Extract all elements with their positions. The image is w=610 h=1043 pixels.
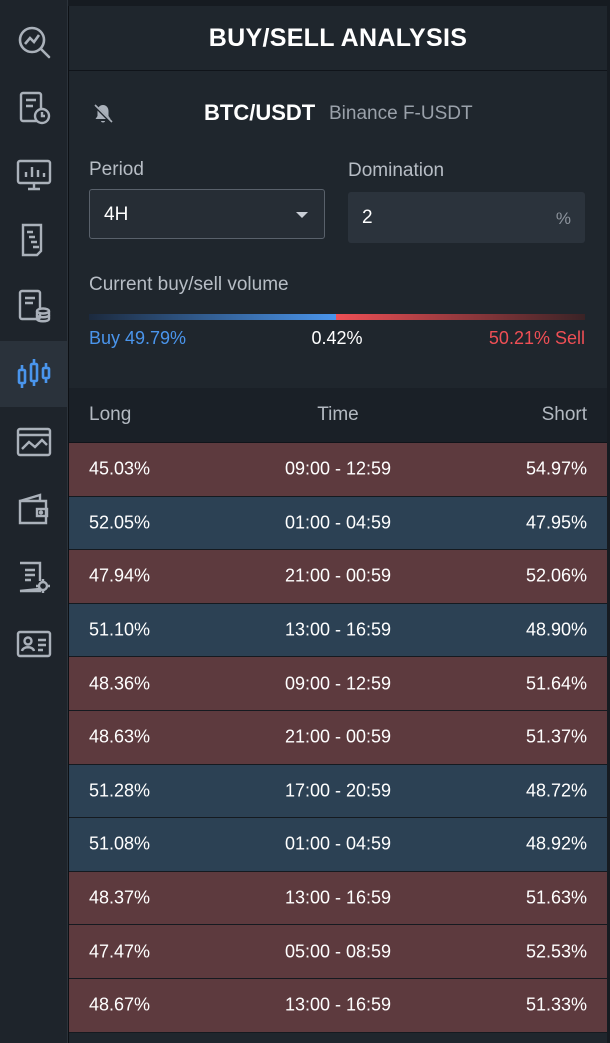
sidebar-item-chart-search[interactable] bbox=[0, 9, 67, 75]
cell-time: 01:00 - 04:59 bbox=[284, 512, 392, 533]
table-row: 48.63% 21:00 - 00:59 51.37% bbox=[69, 710, 607, 765]
table-row: 51.28% 17:00 - 20:59 48.72% bbox=[69, 764, 607, 819]
volume-label: Current buy/sell volume bbox=[89, 274, 289, 295]
table-row: 48.36% 09:00 - 12:59 51.64% bbox=[69, 657, 607, 711]
cell-long: 52.05% bbox=[89, 512, 151, 533]
cell-short: 51.37% bbox=[525, 726, 587, 747]
chart-search-icon bbox=[18, 26, 50, 59]
candlestick-icon bbox=[17, 359, 50, 388]
sidebar-item-monitor-chart[interactable] bbox=[0, 141, 67, 207]
period-value: 4H bbox=[104, 204, 129, 225]
sell-percent: 50.21% Sell bbox=[488, 328, 585, 348]
analysis-panel: BUY/SELL ANALYSIS BTC/USDT Binance F-USD… bbox=[68, 6, 607, 1043]
table-row: 48.67% 13:00 - 16:59 51.33% bbox=[69, 978, 607, 1033]
header-long: Long bbox=[89, 404, 132, 425]
sidebar-item-document-database[interactable] bbox=[0, 273, 67, 339]
cell-time: 13:00 - 16:59 bbox=[284, 994, 392, 1015]
cell-short: 47.95% bbox=[525, 512, 587, 533]
volume-difference: 0.42% bbox=[311, 328, 363, 348]
table-row: 48.37% 13:00 - 16:59 51.63% bbox=[69, 871, 607, 926]
table-body: 45.03% 09:00 - 12:59 54.97% 52.05% 01:00 - 0… bbox=[69, 443, 607, 1033]
sidebar-item-document-settings[interactable] bbox=[0, 545, 67, 611]
sidebar-item-wallet[interactable] bbox=[0, 477, 67, 543]
cell-time: 01:00 - 04:59 bbox=[284, 833, 392, 854]
sidebar-item-image-chart[interactable] bbox=[0, 409, 67, 475]
cell-long: 48.37% bbox=[89, 887, 151, 908]
domination-unit: % bbox=[555, 209, 571, 228]
report-clock-icon bbox=[19, 91, 50, 125]
analysis-table: Long Time Short 45.03% 09:00 - 12:59 54.97… bbox=[69, 388, 607, 1033]
cell-time: 13:00 - 16:59 bbox=[284, 887, 392, 908]
cell-short: 48.90% bbox=[525, 619, 587, 640]
cell-time: 17:00 - 20:59 bbox=[284, 780, 392, 801]
cell-short: 52.06% bbox=[525, 565, 587, 586]
table-row: 51.10% 13:00 - 16:59 48.90% bbox=[69, 603, 607, 658]
bell-off-icon[interactable] bbox=[91, 102, 115, 126]
cell-time: 05:00 - 08:59 bbox=[284, 941, 392, 962]
cell-time: 09:00 - 12:59 bbox=[284, 673, 392, 694]
table-row: 45.03% 09:00 - 12:59 54.97% bbox=[69, 443, 607, 497]
wallet-icon bbox=[18, 493, 48, 525]
sidebar bbox=[0, 0, 68, 1043]
cell-short: 48.92% bbox=[525, 833, 587, 854]
cell-time: 13:00 - 16:59 bbox=[284, 619, 392, 640]
market-row: BTC/USDT Binance F-USDT bbox=[69, 94, 607, 134]
domination-value: 2 bbox=[362, 207, 373, 228]
table-header: Long Time Short bbox=[69, 388, 607, 443]
sidebar-item-id-card[interactable] bbox=[0, 611, 67, 677]
domination-label: Domination bbox=[348, 160, 445, 181]
id-card-icon bbox=[16, 630, 51, 658]
cell-short: 51.64% bbox=[525, 673, 587, 694]
buy-percent: Buy 49.79% bbox=[89, 328, 187, 348]
cell-short: 48.72% bbox=[525, 780, 587, 801]
sidebar-item-report-clock[interactable] bbox=[0, 75, 67, 141]
table-row: 52.05% 01:00 - 04:59 47.95% bbox=[69, 496, 607, 551]
cell-time: 09:00 - 12:59 bbox=[284, 458, 392, 479]
cell-long: 51.28% bbox=[89, 780, 151, 801]
period-select[interactable]: 4H bbox=[89, 189, 325, 239]
page-title: BUY/SELL ANALYSIS bbox=[69, 6, 607, 71]
table-row: 47.94% 21:00 - 00:59 52.06% bbox=[69, 550, 607, 604]
domination-input[interactable]: 2 % bbox=[348, 192, 585, 243]
cell-short: 54.97% bbox=[525, 458, 587, 479]
cell-long: 45.03% bbox=[89, 458, 151, 479]
cell-short: 51.33% bbox=[525, 994, 587, 1015]
cell-long: 48.67% bbox=[89, 994, 151, 1015]
cell-time: 21:00 - 00:59 bbox=[284, 726, 392, 747]
cell-long: 48.36% bbox=[89, 673, 151, 694]
volume-labels: Buy 49.79% 0.42% 50.21% Sell bbox=[89, 328, 585, 352]
sidebar-item-candlestick[interactable] bbox=[0, 341, 67, 407]
cell-long: 48.63% bbox=[89, 726, 151, 747]
cell-long: 51.08% bbox=[89, 833, 151, 854]
volume-bar bbox=[89, 314, 585, 320]
caret-down-icon bbox=[296, 212, 308, 218]
cell-long: 51.10% bbox=[89, 619, 151, 640]
header-short: Short bbox=[541, 404, 587, 425]
cell-long: 47.47% bbox=[89, 941, 151, 962]
exchange-name: Binance F-USDT bbox=[329, 103, 473, 124]
period-label: Period bbox=[89, 159, 144, 180]
pair-symbol: BTC/USDT bbox=[204, 100, 316, 125]
cell-long: 47.94% bbox=[89, 565, 151, 586]
sidebar-item-order-book[interactable] bbox=[0, 207, 67, 273]
document-database-icon bbox=[18, 289, 50, 323]
table-row: 47.47% 05:00 - 08:59 52.53% bbox=[69, 925, 607, 979]
monitor-chart-icon bbox=[16, 159, 51, 191]
table-row: 51.08% 01:00 - 04:59 48.92% bbox=[69, 818, 607, 872]
cell-short: 52.53% bbox=[525, 941, 587, 962]
cell-time: 21:00 - 00:59 bbox=[284, 565, 392, 586]
order-book-icon bbox=[21, 223, 42, 257]
header-time: Time bbox=[317, 404, 359, 425]
document-settings-icon bbox=[19, 561, 50, 593]
image-chart-icon bbox=[16, 427, 51, 457]
cell-short: 51.63% bbox=[525, 887, 587, 908]
